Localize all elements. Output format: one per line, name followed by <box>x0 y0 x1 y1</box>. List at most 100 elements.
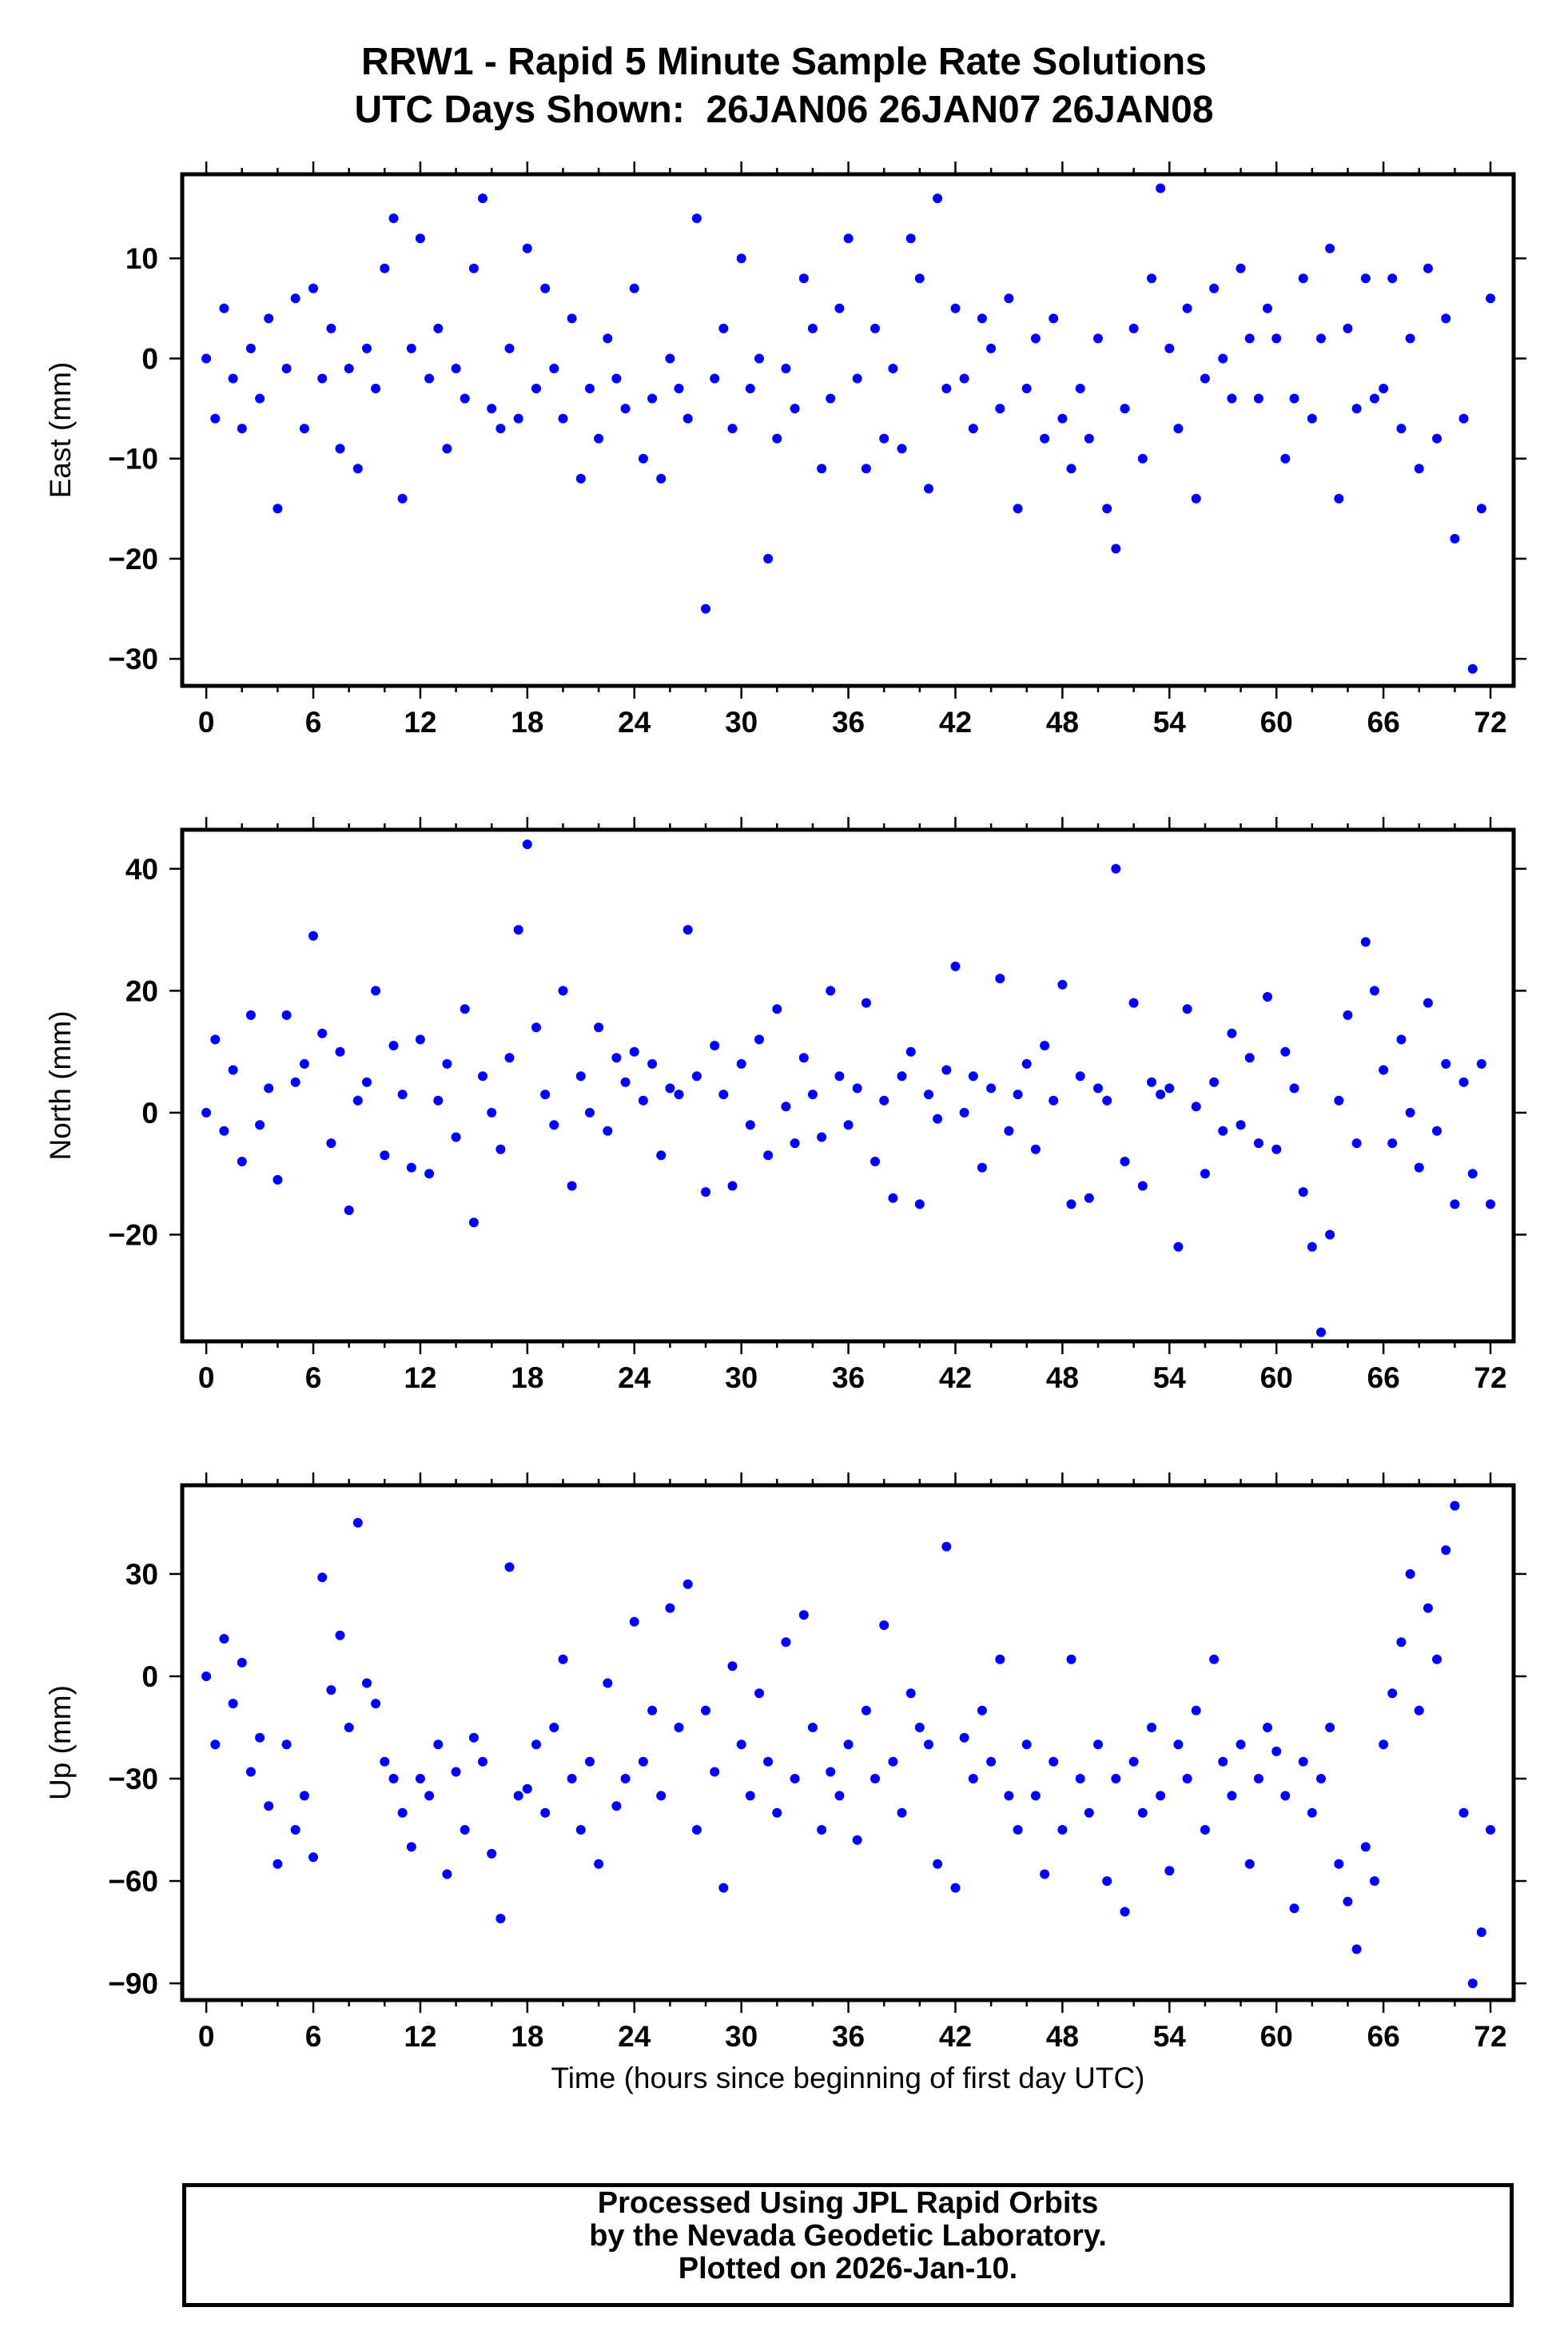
up-data-point <box>736 1739 746 1750</box>
east-data-point <box>1387 273 1398 284</box>
north-data-point <box>1156 1090 1166 1100</box>
up-data-point <box>1298 1756 1308 1767</box>
east-data-point <box>335 444 345 454</box>
up-data-point <box>834 1791 845 1801</box>
east-data-point <box>558 413 568 424</box>
up-data-point <box>817 1825 827 1835</box>
east-data-point <box>1147 273 1156 284</box>
north-x-tick-label: 24 <box>618 1361 651 1394</box>
east-data-point <box>1227 393 1237 404</box>
east-data-point <box>933 193 943 204</box>
east-data-point <box>1057 413 1068 424</box>
north-data-point <box>522 839 532 850</box>
up-data-point <box>798 1610 809 1620</box>
north-data-point <box>1120 1157 1130 1166</box>
up-x-tick-label: 72 <box>1474 2020 1506 2053</box>
east-y-tick-label: −30 <box>108 643 158 675</box>
north-data-point <box>1334 1095 1344 1106</box>
up-panel: 0 6 12 18 24 30 36 42 48 54 60 66 72 −90 −60 −30 0 30 Up (… <box>44 1472 1526 2094</box>
up-data-point <box>344 1723 354 1732</box>
north-data-point <box>798 1053 809 1063</box>
east-data-point <box>1120 404 1130 414</box>
north-data-point <box>941 1065 952 1075</box>
east-data-point <box>1405 333 1415 344</box>
north-data-point <box>817 1132 827 1142</box>
north-data-point <box>879 1095 889 1106</box>
up-data-point <box>1137 1807 1148 1818</box>
east-data-point <box>986 343 997 353</box>
up-data-point <box>1351 1944 1362 1954</box>
east-data-point <box>1128 323 1139 333</box>
east-data-point <box>638 453 648 464</box>
up-x-tick-label: 24 <box>618 2020 651 2053</box>
up-data-point <box>1075 1774 1085 1783</box>
east-data-point <box>362 343 372 353</box>
up-data-point <box>1476 1927 1486 1938</box>
east-data-point <box>478 193 488 204</box>
east-data-point <box>852 373 862 384</box>
east-data-point <box>1004 293 1014 304</box>
north-data-point <box>701 1187 710 1197</box>
up-data-point <box>1066 1654 1077 1664</box>
up-data-point <box>522 1783 532 1794</box>
east-data-point <box>1244 333 1255 344</box>
east-data-point <box>1396 424 1407 434</box>
east-data-point <box>228 373 238 384</box>
north-data-point <box>638 1095 648 1106</box>
north-y-tick-label: 40 <box>125 853 158 886</box>
north-data-point <box>977 1162 987 1173</box>
up-x-tick-label: 48 <box>1046 2020 1079 2053</box>
east-data-point <box>594 433 604 444</box>
north-data-point <box>1441 1058 1451 1069</box>
up-data-point <box>1200 1825 1210 1835</box>
east-data-point <box>727 424 738 434</box>
up-data-point <box>1057 1825 1068 1835</box>
north-data-point <box>1200 1169 1210 1179</box>
up-data-point <box>540 1807 551 1818</box>
up-data-point <box>1128 1756 1139 1767</box>
north-data-point <box>424 1169 435 1179</box>
up-data-point <box>326 1685 336 1695</box>
east-data-point <box>1486 293 1495 304</box>
north-frame <box>180 827 1516 1344</box>
up-x-axis-label: Time (hours since beginning of first day… <box>551 2062 1144 2094</box>
east-data-point <box>388 213 399 224</box>
up-data-point <box>290 1825 300 1835</box>
east-data-point <box>834 303 845 313</box>
north-data-point <box>264 1083 274 1094</box>
north-data-point <box>219 1126 229 1136</box>
east-frame <box>180 172 1516 688</box>
up-data-point <box>905 1688 916 1699</box>
north-data-point <box>1236 1120 1246 1130</box>
east-data-point <box>941 384 952 393</box>
east-data-point <box>701 604 710 614</box>
up-data-point <box>352 1517 363 1528</box>
up-data-point <box>1369 1876 1379 1887</box>
north-data-point <box>433 1095 444 1106</box>
east-data-point <box>1013 504 1023 514</box>
east-data-point <box>1040 433 1050 444</box>
north-panel: 0 6 12 18 24 30 36 42 48 54 60 66 72 −20 0 20 40 North (m… <box>44 817 1526 1394</box>
north-data-point <box>1013 1090 1023 1100</box>
up-data-point <box>575 1825 586 1835</box>
east-data-point <box>656 473 667 484</box>
north-data-point <box>1387 1138 1398 1149</box>
north-data-point <box>575 1071 586 1082</box>
east-data-point <box>1066 464 1077 474</box>
up-data-point <box>1244 1859 1255 1869</box>
east-y-axis-label: East (mm) <box>44 362 77 499</box>
up-data-point <box>1289 1903 1299 1914</box>
east-data-point <box>513 413 523 424</box>
north-data-point <box>1450 1199 1460 1209</box>
up-data-point <box>487 1848 497 1859</box>
up-data-point <box>656 1791 667 1801</box>
north-data-point <box>1369 986 1379 996</box>
north-x-tick-label: 72 <box>1474 1361 1506 1394</box>
up-data-point <box>1307 1807 1317 1818</box>
up-data-point <box>1236 1739 1246 1750</box>
up-data-point <box>1164 1866 1175 1876</box>
up-data-point <box>1182 1774 1192 1783</box>
north-data-point <box>674 1090 684 1100</box>
footer-line-2: by the Nevada Geodetic Laboratory. <box>589 2219 1107 2253</box>
east-x-tick-label: 66 <box>1367 706 1400 739</box>
